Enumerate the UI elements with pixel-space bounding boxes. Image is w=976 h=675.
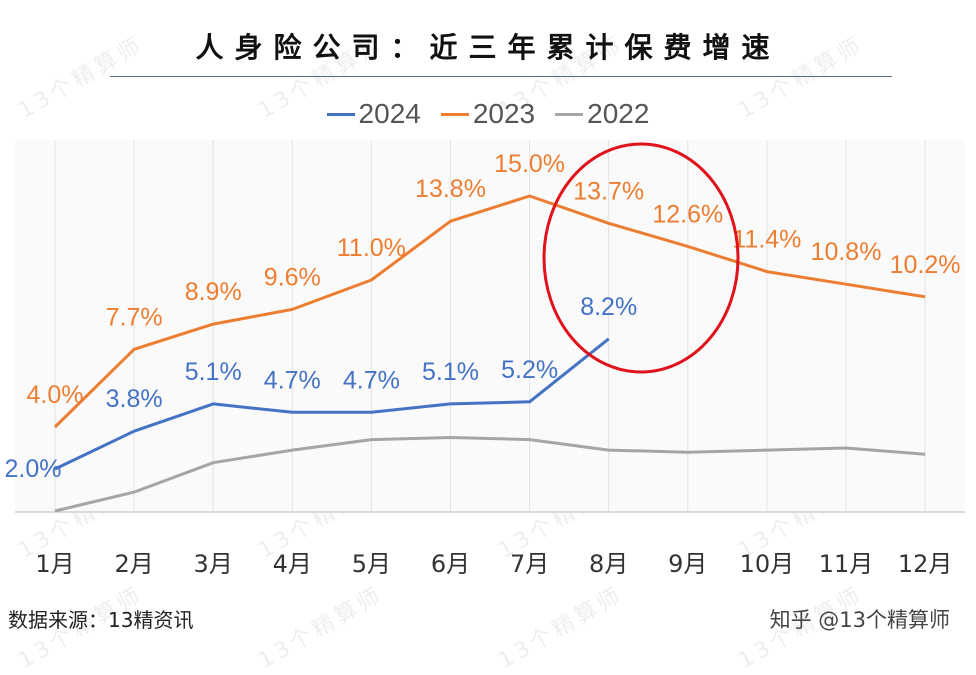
legend: 2024 2023 2022 <box>0 98 976 130</box>
x-tick-label: 9月 <box>668 550 707 578</box>
data-label-2023: 9.6% <box>264 263 321 291</box>
data-label-2024: 8.2% <box>580 293 637 321</box>
x-tick-label: 12月 <box>898 550 953 578</box>
x-tick-label: 11月 <box>819 550 874 578</box>
series-line-2023 <box>53 194 926 429</box>
data-label-2024: 4.7% <box>343 366 400 394</box>
legend-label: 2024 <box>358 98 421 129</box>
x-tick-label: 6月 <box>431 550 470 578</box>
data-source: 数据来源：13精资讯 <box>8 608 194 632</box>
legend-item-2023: 2023 <box>440 98 536 130</box>
legend-label: 2022 <box>587 98 650 129</box>
data-label-2023: 15.0% <box>494 150 565 178</box>
data-label-2023: 10.8% <box>811 238 882 266</box>
data-label-2023: 8.9% <box>185 278 242 306</box>
highlight-circle <box>542 142 740 374</box>
legend-swatch-2022 <box>555 112 584 116</box>
data-label-2023: 12.6% <box>652 200 723 228</box>
series-line-2024 <box>54 337 610 471</box>
x-tick-label: 5月 <box>352 550 391 578</box>
data-label-2024: 2.0% <box>5 455 62 483</box>
data-label-2024: 3.8% <box>106 385 163 413</box>
data-label-2023: 4.0% <box>27 381 84 409</box>
data-label-2023: 10.2% <box>890 251 961 279</box>
legend-swatch-2023 <box>440 112 469 116</box>
data-label-2023: 11.4% <box>732 226 801 254</box>
data-label-2023: 13.7% <box>573 177 644 205</box>
data-label-2023: 11.0% <box>337 234 406 262</box>
legend-item-2024: 2024 <box>326 98 421 130</box>
data-label-2024: 4.7% <box>264 366 321 394</box>
author-credit: 知乎 @13个精算师 <box>769 608 950 632</box>
x-tick-label: 3月 <box>194 550 233 578</box>
data-label-2024: 5.1% <box>422 358 479 386</box>
x-tick-label: 1月 <box>35 550 74 578</box>
series-line-2022 <box>54 436 926 513</box>
x-tick-label: 8月 <box>589 550 628 578</box>
data-label-2024: 5.2% <box>501 356 558 384</box>
legend-swatch-2024 <box>326 112 355 116</box>
chart-title: 人身险公司：近三年累计保费增速 <box>195 31 781 64</box>
legend-label: 2023 <box>472 98 536 129</box>
line-chart: 1月 2月 3月 4月 5月 6月 7月 8月 9月 10月 11月 12月 4.0% 7.7% 8.9% 9… <box>5 140 965 578</box>
data-label-2023: 7.7% <box>106 303 163 331</box>
title-divider <box>110 76 892 77</box>
legend-item-2022: 2022 <box>555 98 649 130</box>
x-tick-label: 4月 <box>273 550 312 578</box>
data-label-2023: 13.8% <box>415 175 486 203</box>
x-tick-label: 2月 <box>114 550 153 578</box>
x-tick-label: 7月 <box>510 550 549 578</box>
x-tick-label: 10月 <box>740 550 795 578</box>
data-label-2024: 5.1% <box>185 358 242 386</box>
